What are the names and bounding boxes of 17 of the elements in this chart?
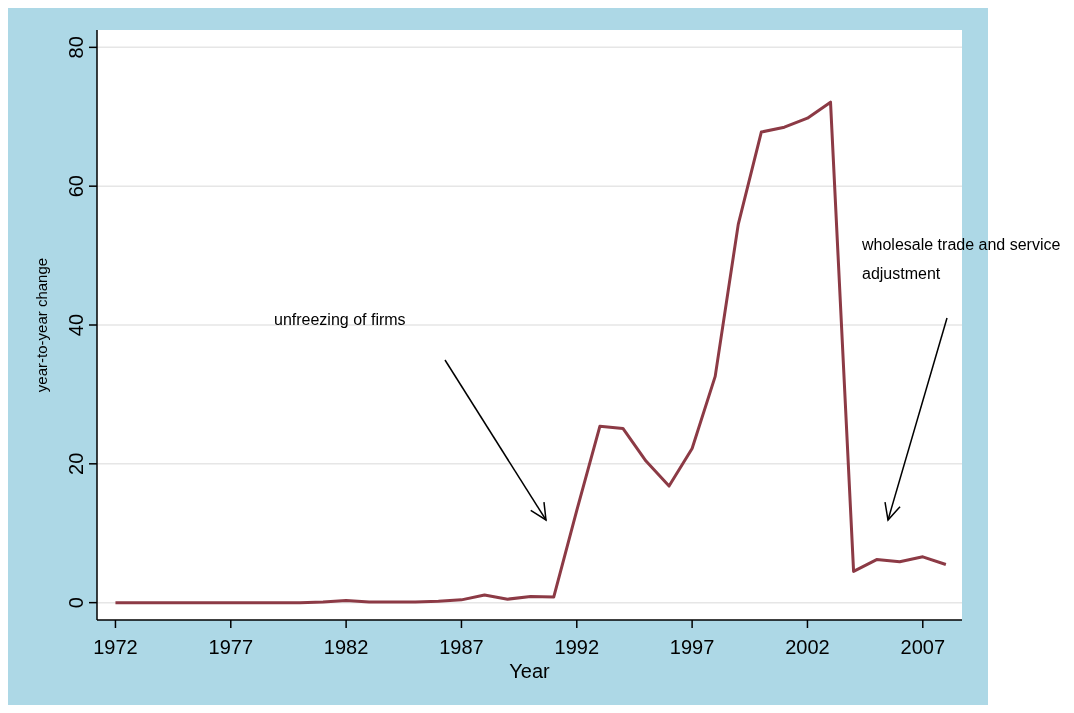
y-tick-label: 60 <box>65 175 87 198</box>
annotation: wholesale trade and service adjustment <box>861 236 1061 282</box>
x-tick-label: 2002 <box>785 636 830 658</box>
y-tick-label: 80 <box>65 36 87 59</box>
x-tick-label: 1977 <box>208 636 254 658</box>
y-tick-label: 0 <box>65 597 87 609</box>
x-tick-label: 1992 <box>554 636 600 658</box>
x-tick-label: 1972 <box>93 636 138 658</box>
y-axis-title: year-to-year change <box>33 257 50 393</box>
x-axis-title: Year <box>509 660 551 682</box>
x-tick-label: 2007 <box>900 636 946 658</box>
x-tick-label: 1987 <box>439 636 484 658</box>
annotation: unfreezing of firms <box>274 311 406 328</box>
y-tick-label: 20 <box>65 452 87 475</box>
y-tick-label: 40 <box>65 313 87 337</box>
x-tick-label: 1997 <box>669 636 715 658</box>
x-tick-label: 1982 <box>323 636 369 658</box>
